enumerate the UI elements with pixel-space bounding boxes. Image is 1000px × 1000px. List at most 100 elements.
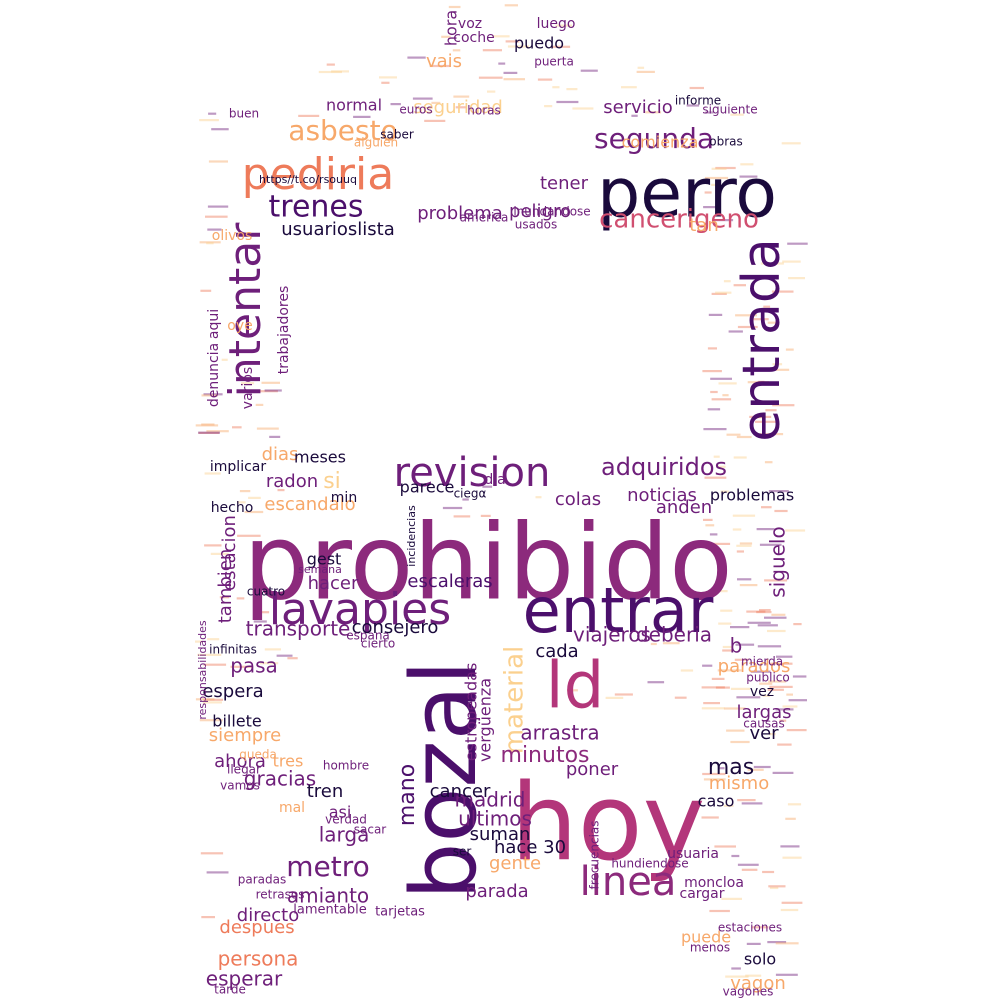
filler-mark <box>260 662 279 665</box>
filler-mark <box>201 916 215 919</box>
cloud-word: tren <box>307 781 344 802</box>
filler-mark <box>221 358 228 361</box>
filler-mark <box>735 314 757 317</box>
filler-mark <box>757 624 778 627</box>
filler-mark <box>552 86 560 89</box>
cloud-word: olivos <box>212 228 253 244</box>
cloud-word: cuatro <box>247 585 285 599</box>
cloud-word: metro <box>286 850 370 883</box>
filler-mark <box>751 926 769 929</box>
filler-mark <box>277 489 285 492</box>
filler-mark <box>769 733 776 736</box>
cloud-word: ultimos <box>458 807 532 831</box>
filler-mark <box>730 740 750 744</box>
filler-mark <box>241 382 255 385</box>
filler-mark <box>498 62 506 65</box>
cloud-word: tambien <box>215 549 236 624</box>
filler-mark <box>762 694 770 697</box>
cloud-word: noticias <box>627 485 697 506</box>
cloud-word: espana <box>346 629 390 643</box>
cloud-word: usados <box>515 218 557 232</box>
filler-mark <box>736 435 752 439</box>
filler-mark <box>701 816 719 819</box>
cloud-word: esperar <box>206 967 283 991</box>
cloud-word: trenes <box>269 190 364 225</box>
filler-mark <box>453 95 470 98</box>
cloud-word: billete <box>212 712 261 731</box>
filler-mark <box>782 260 801 263</box>
filler-mark <box>637 66 645 69</box>
filler-mark <box>746 942 761 945</box>
cloud-word: tarde <box>214 983 246 997</box>
filler-mark <box>705 111 714 114</box>
filler-mark <box>199 719 223 722</box>
filler-mark <box>788 699 807 702</box>
filler-mark <box>636 70 655 73</box>
cloud-word: luego <box>537 16 576 32</box>
filler-mark <box>768 680 787 683</box>
cloud-word: colas <box>555 489 601 510</box>
filler-mark <box>765 409 777 412</box>
cloud-word: verdad <box>325 813 367 827</box>
filler-mark <box>208 112 217 115</box>
filler-mark <box>763 305 771 308</box>
filler-mark <box>767 688 784 691</box>
cloud-word: madrid <box>455 788 526 812</box>
cloud-word: problema <box>417 203 503 224</box>
cloud-word: alguien <box>354 136 398 150</box>
cloud-word: pasa <box>230 654 278 678</box>
filler-mark <box>298 114 320 117</box>
filler-mark <box>759 609 771 612</box>
cloud-word: prohibido <box>243 501 732 623</box>
filler-mark <box>777 743 792 746</box>
filler-mark <box>207 638 220 641</box>
cloud-word: euros <box>399 103 432 117</box>
cloud-word: segunda <box>594 122 714 155</box>
cloud-word: cargar <box>679 886 724 902</box>
filler-mark <box>769 685 793 688</box>
cloud-word: cancer <box>430 781 491 802</box>
cloud-word: puedo <box>514 34 564 53</box>
filler-mark <box>257 551 265 554</box>
cloud-word: semana <box>298 563 342 576</box>
filler-mark <box>745 974 762 977</box>
filler-mark <box>714 845 736 848</box>
cloud-word: dias <box>262 444 299 465</box>
filler-mark <box>207 228 222 231</box>
filler-mark <box>381 81 390 84</box>
filler-mark <box>429 64 450 68</box>
filler-mark <box>264 389 282 392</box>
filler-mark <box>720 609 733 612</box>
cloud-word: usuaria <box>667 846 719 862</box>
filler-mark <box>580 69 598 72</box>
cloud-word: lavapies <box>269 584 451 635</box>
cloud-word: vais <box>426 51 462 72</box>
cloud-word: bozal <box>392 660 497 900</box>
filler-mark <box>764 461 773 464</box>
filler-mark <box>753 416 763 419</box>
cloud-word: ser <box>453 845 472 859</box>
cloud-word: mal <box>279 800 305 816</box>
cloud-word: oye <box>227 318 252 334</box>
filler-mark <box>544 105 553 108</box>
cloud-word: siguelo <box>766 526 790 597</box>
filler-mark <box>709 909 730 913</box>
filler-mark <box>757 645 782 648</box>
filler-mark <box>736 696 761 699</box>
filler-mark <box>702 370 722 373</box>
filler-mark <box>198 431 220 434</box>
filler-mark <box>714 219 734 222</box>
cloud-word: entrar <box>523 574 714 647</box>
cloud-word: vamos <box>220 779 260 793</box>
filler-mark <box>737 578 752 581</box>
cloud-word: tarjetas <box>375 905 425 920</box>
cloud-word: horas <box>467 104 501 118</box>
filler-mark <box>503 78 525 81</box>
filler-mark <box>707 347 717 350</box>
cloud-word: peligro <box>509 201 571 222</box>
filler-mark <box>482 49 502 52</box>
filler-mark <box>662 642 680 645</box>
filler-mark <box>767 629 786 633</box>
filler-mark <box>740 163 754 166</box>
